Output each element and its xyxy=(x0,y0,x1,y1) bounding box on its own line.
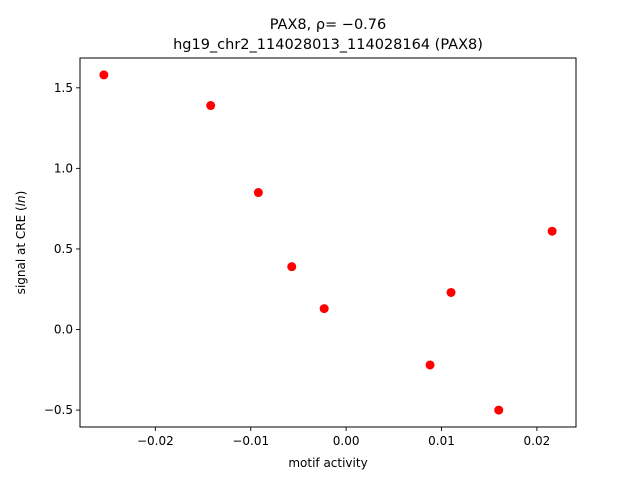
data-point-2 xyxy=(206,101,216,111)
x-tick-label: 0.00 xyxy=(333,434,360,448)
scatter-points xyxy=(99,70,557,415)
data-point-6 xyxy=(425,360,435,370)
data-point-3 xyxy=(253,188,263,198)
y-axis-label: signal at CRE (ln) xyxy=(14,191,28,295)
data-point-5 xyxy=(319,304,329,314)
x-tick-label: 0.01 xyxy=(428,434,455,448)
chart-title-line1: PAX8, ρ= −0.76 xyxy=(270,17,387,33)
y-tick-label: 0.0 xyxy=(54,323,73,337)
data-point-1 xyxy=(99,70,109,80)
y-tick-label: −0.5 xyxy=(44,403,73,417)
x-axis-label: motif activity xyxy=(288,456,367,470)
y-axis-label-close: ) xyxy=(14,191,28,196)
data-point-7 xyxy=(446,287,456,297)
data-point-8 xyxy=(494,405,504,415)
y-axis-ticks: −0.5 0.0 0.5 1.0 1.5 xyxy=(44,81,80,417)
chart-title-line2: hg19_chr2_114028013_114028164 (PAX8) xyxy=(173,37,483,53)
y-axis-label-italic: ln xyxy=(14,195,28,206)
y-tick-label: 0.5 xyxy=(54,242,73,256)
y-tick-label: 1.5 xyxy=(54,81,73,95)
x-tick-label: −0.02 xyxy=(137,434,174,448)
y-axis-label-main: signal at CRE ( xyxy=(14,206,28,294)
plot-area-frame xyxy=(79,57,577,428)
x-tick-label: 0.02 xyxy=(524,434,551,448)
data-point-9 xyxy=(547,226,557,236)
y-tick-label: 1.0 xyxy=(54,161,73,175)
x-axis-ticks: −0.02 −0.01 0.00 0.01 0.02 xyxy=(137,427,550,448)
data-point-4 xyxy=(287,262,297,272)
x-tick-label: −0.01 xyxy=(232,434,269,448)
